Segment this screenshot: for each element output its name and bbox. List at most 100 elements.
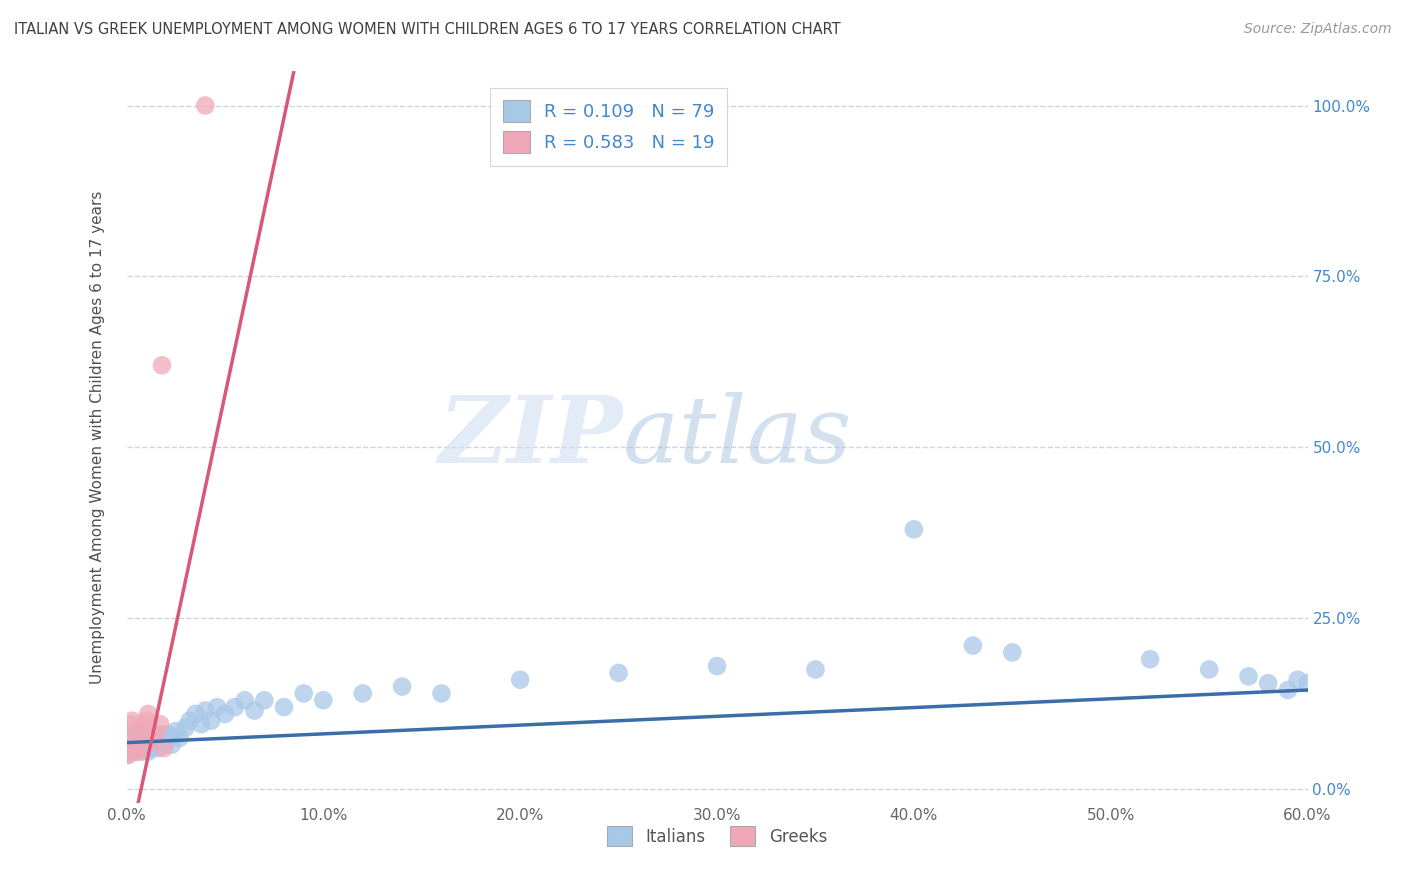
Text: Source: ZipAtlas.com: Source: ZipAtlas.com <box>1244 22 1392 37</box>
Point <box>150 359 173 373</box>
Point <box>292 686 315 700</box>
Point <box>352 686 374 700</box>
Point <box>127 731 149 745</box>
Point <box>253 693 276 707</box>
Point <box>153 741 176 756</box>
Point <box>141 734 163 748</box>
Point <box>121 714 143 728</box>
Point <box>134 741 156 756</box>
Point <box>129 741 152 756</box>
Text: atlas: atlas <box>623 392 852 482</box>
Point <box>120 738 142 752</box>
Point <box>131 738 153 752</box>
Point <box>145 731 167 745</box>
Point <box>804 663 827 677</box>
Text: ZIP: ZIP <box>439 392 623 482</box>
Point <box>169 731 191 745</box>
Point <box>243 704 266 718</box>
Point <box>145 738 167 752</box>
Point <box>125 738 148 752</box>
Point <box>430 686 453 700</box>
Point <box>124 745 146 759</box>
Point <box>120 745 142 759</box>
Point <box>129 734 152 748</box>
Point <box>131 745 153 759</box>
Point <box>179 714 201 728</box>
Point <box>156 727 179 741</box>
Point <box>146 741 169 756</box>
Point <box>124 738 146 752</box>
Point <box>1198 663 1220 677</box>
Point <box>205 700 228 714</box>
Point <box>1139 652 1161 666</box>
Point <box>139 738 162 752</box>
Point <box>120 745 142 759</box>
Point <box>120 717 142 731</box>
Point <box>509 673 531 687</box>
Point <box>194 98 217 112</box>
Point <box>124 741 146 756</box>
Point <box>129 724 152 739</box>
Point <box>1237 669 1260 683</box>
Point <box>194 704 217 718</box>
Point <box>153 738 176 752</box>
Point <box>121 734 143 748</box>
Point <box>273 700 295 714</box>
Point <box>127 745 149 759</box>
Point <box>706 659 728 673</box>
Point <box>125 741 148 756</box>
Point <box>139 731 162 745</box>
Point <box>115 734 138 748</box>
Point <box>159 731 181 745</box>
Point <box>115 741 138 756</box>
Point <box>125 734 148 748</box>
Point <box>1286 673 1309 687</box>
Point <box>962 639 984 653</box>
Point <box>150 727 173 741</box>
Point <box>200 714 222 728</box>
Point <box>145 727 167 741</box>
Point <box>135 731 157 745</box>
Point <box>136 745 159 759</box>
Point <box>214 706 236 721</box>
Point <box>160 738 183 752</box>
Point <box>233 693 256 707</box>
Point <box>165 724 187 739</box>
Point <box>136 706 159 721</box>
Point <box>125 738 148 752</box>
Point <box>1296 676 1319 690</box>
Point <box>120 731 142 745</box>
Point <box>149 717 172 731</box>
Point <box>190 717 212 731</box>
Point <box>155 734 177 748</box>
Text: ITALIAN VS GREEK UNEMPLOYMENT AMONG WOMEN WITH CHILDREN AGES 6 TO 17 YEARS CORRE: ITALIAN VS GREEK UNEMPLOYMENT AMONG WOME… <box>14 22 841 37</box>
Y-axis label: Unemployment Among Women with Children Ages 6 to 17 years: Unemployment Among Women with Children A… <box>90 190 105 684</box>
Point <box>125 745 148 759</box>
Point <box>117 738 139 752</box>
Point <box>141 741 163 756</box>
Point <box>174 721 197 735</box>
Point <box>117 727 139 741</box>
Point <box>135 741 157 756</box>
Point <box>1257 676 1279 690</box>
Point <box>224 700 246 714</box>
Point <box>134 734 156 748</box>
Point <box>131 727 153 741</box>
Point <box>141 734 163 748</box>
Point <box>903 522 925 536</box>
Point <box>117 747 139 762</box>
Point <box>312 693 335 707</box>
Point <box>135 714 157 728</box>
Point <box>184 706 207 721</box>
Point <box>1277 683 1299 698</box>
Point <box>135 738 157 752</box>
Point <box>136 727 159 741</box>
Point <box>117 741 139 756</box>
Point <box>115 747 138 762</box>
Point <box>149 734 172 748</box>
Point <box>1001 645 1024 659</box>
Point <box>134 721 156 735</box>
Point <box>607 665 630 680</box>
Point <box>115 745 138 759</box>
Point <box>143 727 166 741</box>
